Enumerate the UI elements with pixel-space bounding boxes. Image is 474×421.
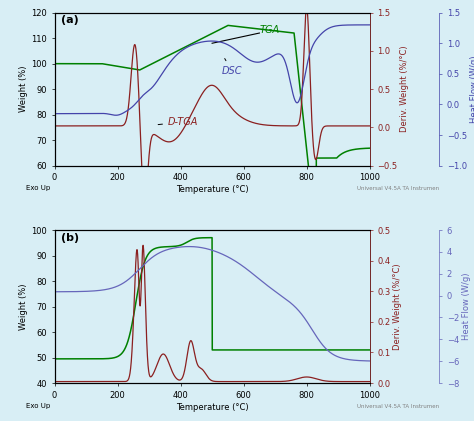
Text: DSC: DSC (221, 59, 242, 76)
X-axis label: Temperature (°C): Temperature (°C) (176, 402, 248, 411)
Text: Universal V4.5A TA Instrumen: Universal V4.5A TA Instrumen (357, 404, 439, 409)
Y-axis label: Heat Flow (W/g): Heat Flow (W/g) (470, 56, 474, 123)
Text: (b): (b) (61, 233, 79, 243)
Text: TGA: TGA (259, 25, 280, 35)
Text: (a): (a) (61, 15, 79, 25)
Y-axis label: Weight (%): Weight (%) (19, 283, 28, 330)
X-axis label: Temperature (°C): Temperature (°C) (176, 185, 248, 194)
Text: Exo Up: Exo Up (26, 402, 50, 409)
Text: D-TGA: D-TGA (158, 117, 198, 127)
Text: Exo Up: Exo Up (26, 185, 50, 191)
Y-axis label: Deriv. Weight (%/°C): Deriv. Weight (%/°C) (393, 263, 402, 350)
Y-axis label: Deriv. Weight (%/°C): Deriv. Weight (%/°C) (400, 46, 409, 133)
Y-axis label: Heat Flow (W/g): Heat Flow (W/g) (462, 273, 471, 340)
Text: Universal V4.5A TA Instrumen: Universal V4.5A TA Instrumen (357, 186, 439, 191)
Y-axis label: Weight (%): Weight (%) (19, 66, 28, 112)
